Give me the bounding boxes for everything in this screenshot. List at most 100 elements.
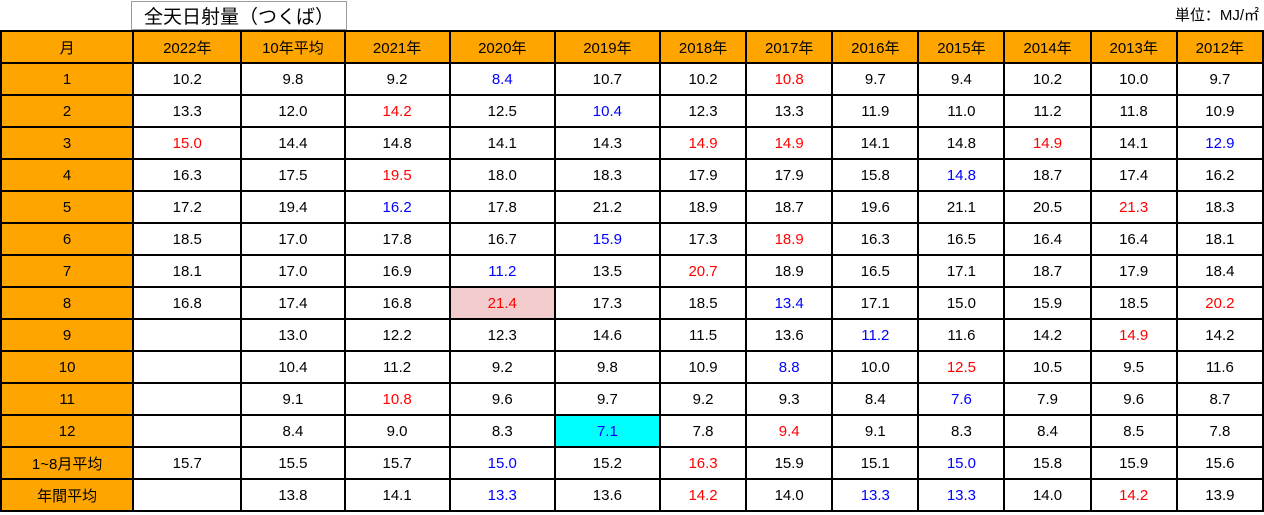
data-cell[interactable]: 17.1 (917, 254, 1006, 288)
data-cell[interactable]: 15.1 (831, 446, 920, 480)
data-cell[interactable]: 9.7 (1175, 62, 1264, 96)
data-cell[interactable]: 11.8 (1089, 94, 1178, 128)
data-cell[interactable]: 13.3 (917, 478, 1006, 512)
data-cell[interactable]: 15.9 (1003, 286, 1092, 320)
data-cell[interactable]: 15.9 (745, 446, 834, 480)
data-cell[interactable]: 14.8 (917, 126, 1006, 160)
data-cell[interactable]: 18.7 (1003, 254, 1092, 288)
data-cell[interactable]: 11.2 (343, 350, 451, 384)
data-cell[interactable]: 9.7 (831, 62, 920, 96)
data-cell[interactable]: 14.0 (1003, 478, 1092, 512)
data-cell[interactable]: 13.3 (132, 94, 243, 128)
year-column-header[interactable]: 2012年 (1175, 30, 1264, 64)
row-label[interactable]: 4 (0, 158, 135, 192)
data-cell[interactable]: 16.5 (831, 254, 920, 288)
data-cell[interactable] (132, 414, 243, 448)
data-cell[interactable]: 8.4 (448, 62, 556, 96)
data-cell[interactable]: 12.3 (448, 318, 556, 352)
data-cell[interactable]: 10.2 (132, 62, 243, 96)
data-cell[interactable]: 20.5 (1003, 190, 1092, 224)
data-cell[interactable]: 15.0 (448, 446, 556, 480)
data-cell[interactable]: 9.1 (240, 382, 346, 416)
row-label[interactable]: 2 (0, 94, 135, 128)
row-label[interactable]: 11 (0, 382, 135, 416)
data-cell[interactable]: 13.3 (831, 478, 920, 512)
data-cell[interactable]: 17.8 (343, 222, 451, 256)
data-cell[interactable]: 11.0 (917, 94, 1006, 128)
data-cell[interactable]: 17.4 (1089, 158, 1178, 192)
data-cell[interactable]: 16.3 (132, 158, 243, 192)
data-cell[interactable]: 15.2 (553, 446, 661, 480)
data-cell[interactable]: 9.2 (343, 62, 451, 96)
data-cell[interactable]: 17.9 (1089, 254, 1178, 288)
data-cell[interactable]: 17.3 (658, 222, 748, 256)
year-column-header[interactable]: 2019年 (553, 30, 661, 64)
data-cell[interactable]: 15.0 (917, 286, 1006, 320)
data-cell[interactable]: 10.8 (745, 62, 834, 96)
row-label[interactable]: 7 (0, 254, 135, 288)
data-cell[interactable]: 10.7 (553, 62, 661, 96)
data-cell[interactable]: 14.6 (553, 318, 661, 352)
row-label[interactable]: 8 (0, 286, 135, 320)
data-cell[interactable]: 8.8 (745, 350, 834, 384)
row-label[interactable]: 1~8月平均 (0, 446, 135, 480)
data-cell[interactable]: 16.4 (1089, 222, 1178, 256)
data-cell[interactable]: 20.2 (1175, 286, 1264, 320)
data-cell[interactable]: 10.0 (1089, 62, 1178, 96)
data-cell[interactable]: 18.5 (1089, 286, 1178, 320)
data-cell[interactable]: 12.3 (658, 94, 748, 128)
data-cell[interactable]: 14.3 (553, 126, 661, 160)
data-cell[interactable]: 14.9 (1089, 318, 1178, 352)
data-cell[interactable]: 15.7 (132, 446, 243, 480)
data-cell[interactable]: 16.5 (917, 222, 1006, 256)
data-cell[interactable]: 14.8 (917, 158, 1006, 192)
data-cell[interactable]: 14.1 (831, 126, 920, 160)
data-cell[interactable]: 13.9 (1175, 478, 1264, 512)
data-cell[interactable]: 14.9 (1003, 126, 1092, 160)
data-cell[interactable]: 18.3 (1175, 190, 1264, 224)
data-cell[interactable]: 21.3 (1089, 190, 1178, 224)
data-cell[interactable]: 9.8 (553, 350, 661, 384)
data-cell[interactable]: 10.0 (831, 350, 920, 384)
year-column-header[interactable]: 2015年 (917, 30, 1006, 64)
data-cell[interactable]: 14.2 (658, 478, 748, 512)
data-cell[interactable] (132, 350, 243, 384)
data-cell[interactable]: 13.8 (240, 478, 346, 512)
data-cell[interactable]: 11.2 (831, 318, 920, 352)
data-cell[interactable]: 14.1 (448, 126, 556, 160)
data-cell[interactable]: 14.2 (1003, 318, 1092, 352)
data-cell[interactable]: 8.5 (1089, 414, 1178, 448)
data-cell[interactable]: 9.0 (343, 414, 451, 448)
data-cell[interactable]: 14.9 (745, 126, 834, 160)
data-cell[interactable]: 16.8 (132, 286, 243, 320)
data-cell[interactable]: 17.0 (240, 222, 346, 256)
data-cell[interactable]: 11.2 (1003, 94, 1092, 128)
data-cell[interactable]: 14.2 (1175, 318, 1264, 352)
data-cell[interactable]: 17.4 (240, 286, 346, 320)
data-cell[interactable]: 12.0 (240, 94, 346, 128)
data-cell[interactable]: 9.4 (745, 414, 834, 448)
data-cell[interactable]: 16.4 (1003, 222, 1092, 256)
data-cell[interactable]: 9.1 (831, 414, 920, 448)
data-cell[interactable]: 13.0 (240, 318, 346, 352)
data-cell[interactable]: 11.5 (658, 318, 748, 352)
data-cell[interactable]: 9.7 (553, 382, 661, 416)
data-cell[interactable]: 21.1 (917, 190, 1006, 224)
row-label[interactable]: 1 (0, 62, 135, 96)
data-cell[interactable]: 12.5 (917, 350, 1006, 384)
data-cell[interactable]: 14.2 (343, 94, 451, 128)
data-cell[interactable]: 21.4 (448, 286, 556, 320)
data-cell[interactable]: 15.8 (831, 158, 920, 192)
data-cell[interactable]: 13.6 (745, 318, 834, 352)
data-cell[interactable]: 11.2 (448, 254, 556, 288)
data-cell[interactable]: 9.2 (448, 350, 556, 384)
row-label[interactable]: 5 (0, 190, 135, 224)
data-cell[interactable]: 9.4 (917, 62, 1006, 96)
month-column-header[interactable]: 月 (0, 30, 135, 64)
data-cell[interactable]: 20.7 (658, 254, 748, 288)
year-column-header[interactable]: 2014年 (1003, 30, 1092, 64)
year-column-header[interactable]: 2021年 (343, 30, 451, 64)
data-cell[interactable]: 15.7 (343, 446, 451, 480)
data-cell[interactable]: 8.3 (917, 414, 1006, 448)
data-cell[interactable]: 16.9 (343, 254, 451, 288)
